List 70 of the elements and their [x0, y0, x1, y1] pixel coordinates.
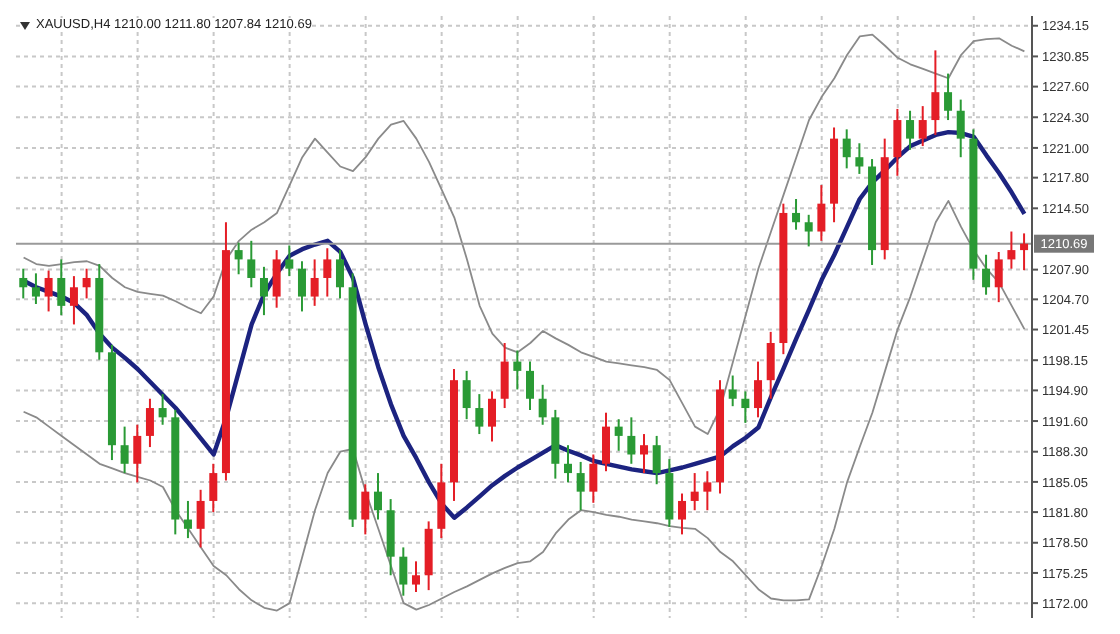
- candlestick: [120, 425, 129, 475]
- candlestick: [564, 444, 573, 484]
- candlestick: [158, 393, 167, 426]
- candlestick: [766, 330, 775, 400]
- candlestick: [944, 72, 953, 122]
- candlestick: [855, 142, 864, 175]
- candlestick: [741, 390, 750, 424]
- candlestick: [804, 213, 813, 248]
- candlestick: [640, 433, 649, 475]
- candlestick: [1007, 230, 1016, 270]
- line-series: [22, 199, 1026, 612]
- candlestick: [183, 499, 192, 540]
- candlestick: [754, 360, 763, 419]
- candlestick: [665, 458, 674, 528]
- candlestick: [614, 418, 623, 452]
- candlestick: [310, 258, 319, 307]
- candlestick: [817, 184, 826, 242]
- candlestick: [589, 453, 598, 504]
- candlestick: [297, 260, 306, 313]
- candlestick: [513, 349, 522, 391]
- candlestick: [602, 411, 611, 473]
- candlestick: [361, 483, 370, 536]
- candlestick: [918, 105, 927, 148]
- candlestick: [627, 416, 636, 465]
- candlestick: [209, 462, 218, 514]
- candlestick: [272, 249, 281, 309]
- candlestick: [893, 107, 902, 177]
- candlestick: [728, 374, 737, 408]
- candlestick: [500, 342, 509, 410]
- candlestick: [335, 249, 344, 300]
- candlestick: [488, 390, 496, 443]
- candlestick: [931, 49, 940, 136]
- candlestick: [475, 393, 484, 436]
- candlestick: [196, 488, 205, 549]
- candlestick: [906, 109, 915, 151]
- line-series: [22, 33, 1026, 435]
- candlestick: [133, 423, 142, 484]
- candlestick: [462, 369, 471, 421]
- candlestick: [437, 462, 446, 540]
- candlestick: [19, 267, 28, 300]
- candlestick: [678, 492, 687, 536]
- candlestick: [538, 383, 547, 426]
- candlestick: [792, 198, 801, 231]
- candlestick: [323, 247, 332, 298]
- candlestick: [842, 128, 851, 170]
- candlestick: [234, 241, 243, 276]
- candlestick: [285, 244, 294, 278]
- candlestick: [69, 275, 78, 326]
- candlestick: [31, 272, 40, 305]
- candlestick: [259, 265, 268, 317]
- candlestick: [703, 470, 712, 512]
- candlestick: [399, 546, 408, 597]
- candlestick: [411, 560, 420, 593]
- candlestick: [386, 498, 395, 577]
- candlestick: [145, 397, 154, 449]
- candlestick: [82, 267, 91, 300]
- candlestick: [44, 269, 53, 313]
- candlestick: [690, 472, 699, 512]
- candlestick: [551, 408, 560, 480]
- candlestick: [994, 250, 1003, 304]
- candlestick: [247, 239, 256, 289]
- candlestick: [1020, 232, 1029, 272]
- candlestick: [982, 253, 991, 296]
- candlestick: [652, 434, 661, 486]
- candlestick: [526, 360, 534, 411]
- candlestick: [576, 460, 585, 512]
- candlestick: [424, 520, 433, 592]
- candlestick: [373, 472, 382, 521]
- candlestick: [956, 98, 965, 159]
- candlestick: [57, 258, 66, 317]
